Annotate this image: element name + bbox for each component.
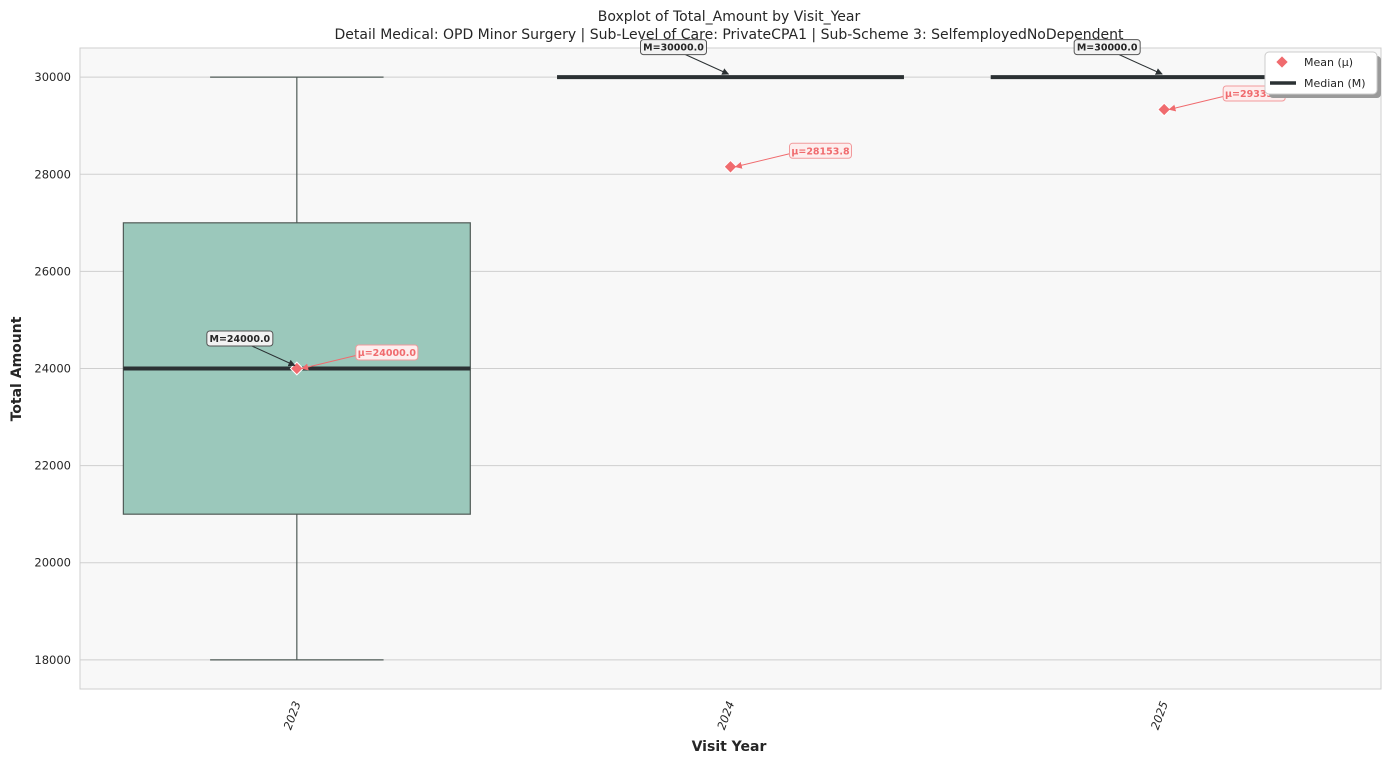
mean-marker — [1157, 102, 1172, 117]
x-axis-ticks: 2023 2024 2025 — [280, 699, 1171, 731]
median-annotation-label: M=30000.0 — [643, 43, 704, 54]
y-tick-label: 30000 — [34, 70, 71, 84]
x-tick-label: 2024 — [714, 699, 737, 731]
median-annotation-arrow — [251, 345, 296, 367]
mean-annotation-box — [789, 142, 852, 159]
mean-annotation-label: μ=29333.3 — [1225, 89, 1283, 100]
y-tick-label: 18000 — [34, 653, 71, 667]
mean-annotation-box — [355, 344, 419, 361]
median-annotation-box — [206, 330, 274, 347]
median-annotation-box — [1073, 39, 1141, 56]
chart-title: Boxplot of Total_Amount by Visit_Year — [598, 9, 861, 25]
legend-mean-marker — [1276, 56, 1288, 68]
box-2024 — [557, 75, 904, 174]
mean-annotation-arrow — [301, 355, 356, 371]
median-annotation: M=24000.0 — [206, 330, 296, 367]
mean-annotation: μ=24000.0 — [301, 344, 419, 371]
x-axis-title: Visit Year — [692, 739, 767, 755]
mean-annotation-arrow — [1168, 96, 1224, 112]
y-tick-label: 26000 — [34, 264, 71, 278]
y-axis-ticks: 18000 20000 22000 24000 26000 28000 30000 — [34, 70, 71, 667]
boxes — [122, 75, 1338, 661]
median-annotation: M=30000.0 — [640, 39, 730, 75]
mean-marker — [723, 159, 738, 174]
median-annotation-label: M=24000.0 — [209, 334, 270, 345]
legend: Mean (μ) Median (M) — [1264, 51, 1381, 98]
y-tick-label: 24000 — [34, 362, 71, 376]
mean-annotation-label: μ=28153.8 — [791, 146, 850, 157]
y-tick-label: 20000 — [34, 556, 71, 570]
y-tick-label: 22000 — [34, 459, 71, 473]
x-tick-label: 2023 — [280, 699, 303, 731]
y-axis-title: Total Amount — [9, 316, 25, 421]
median-annotation-box — [640, 39, 707, 56]
x-tick-label: 2025 — [1148, 699, 1171, 731]
annotations: M=24000.0 μ=24000.0 M=30000.0 μ=28153.8 M=30… — [206, 39, 1286, 371]
median-annotation-arrow — [1118, 54, 1163, 75]
chart-subtitle: Detail Medical: OPD Minor Surgery | Sub-… — [335, 27, 1125, 43]
median-annotation-arrow — [685, 54, 730, 75]
legend-median-label: Median (M) — [1304, 77, 1366, 90]
median-annotation-label: M=30000.0 — [1077, 43, 1138, 54]
box-2023 — [122, 76, 471, 661]
median-annotation: M=30000.0 — [1073, 39, 1163, 75]
legend-mean-label: Mean (μ) — [1304, 56, 1353, 69]
y-tick-label: 28000 — [34, 167, 71, 181]
mean-annotation: μ=28153.8 — [734, 142, 852, 169]
mean-annotation-arrow — [734, 153, 790, 169]
mean-annotation-label: μ=24000.0 — [358, 348, 417, 359]
